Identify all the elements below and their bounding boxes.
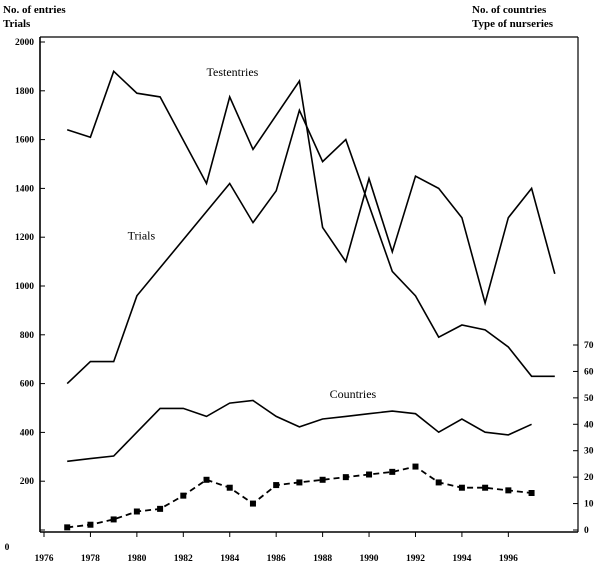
left-tick-label: 1600: [15, 136, 34, 146]
data-point-nurseries: [157, 505, 164, 512]
left-tick-label: 1200: [15, 233, 34, 243]
right-tick-label: 10: [584, 500, 594, 510]
left-tick-label: 400: [20, 428, 35, 438]
x-tick-label: 1980: [127, 554, 146, 564]
data-point-nurseries: [64, 524, 71, 531]
series-label-countries: Countries: [330, 387, 377, 401]
data-point-nurseries: [505, 487, 512, 494]
data-point-nurseries: [203, 476, 210, 483]
x-tick-label: 1984: [220, 554, 239, 564]
right-tick-label: 20: [584, 473, 594, 483]
data-point-nurseries: [180, 492, 187, 499]
series-line-trials: [66, 107, 555, 385]
x-tick-label: 1992: [406, 554, 425, 564]
data-point-nurseries: [249, 500, 256, 507]
series-line-nurseries: [67, 465, 532, 529]
left-tick-label: 0: [5, 543, 10, 553]
data-point-nurseries: [319, 476, 326, 483]
x-tick-label: 1996: [499, 554, 518, 564]
series-label-testentries: Testentries: [207, 65, 259, 79]
left-tick-label: 200: [20, 477, 35, 487]
data-point-nurseries: [342, 474, 349, 481]
series-line-testentries: [66, 69, 556, 307]
right-tick-label: 40: [584, 420, 594, 430]
data-point-nurseries: [412, 463, 419, 470]
data-point-nurseries: [482, 484, 489, 491]
left-tick-label: 1000: [15, 282, 34, 292]
data-point-nurseries: [110, 516, 117, 523]
left-tick-label: 800: [20, 331, 35, 341]
x-tick-label: 1988: [313, 554, 332, 564]
right-axis-title-line-2: Type of nurseries: [472, 18, 554, 30]
right-axis-title-line-1: No. of countries: [472, 4, 547, 16]
data-point-nurseries: [366, 471, 373, 478]
data-point-nurseries: [296, 479, 303, 486]
data-point-nurseries: [273, 482, 280, 489]
left-tick-label: 1400: [15, 184, 34, 194]
data-point-nurseries: [458, 484, 465, 491]
left-tick-label: 1800: [15, 87, 34, 97]
data-point-nurseries: [389, 468, 396, 475]
series-label-trials: Trials: [128, 229, 156, 243]
right-tick-label: 70: [584, 341, 594, 351]
right-tick-label: 50: [584, 394, 594, 404]
data-point-nurseries: [435, 479, 442, 486]
x-tick-label: 1986: [267, 554, 286, 564]
x-tick-label: 1994: [452, 554, 471, 564]
right-tick-label: 0: [584, 526, 589, 536]
x-tick-label: 1990: [360, 554, 379, 564]
series-line-countries: [67, 399, 532, 463]
right-tick-label: 30: [584, 447, 594, 457]
data-point-nurseries: [87, 521, 94, 528]
left-tick-label: 2000: [15, 38, 34, 48]
data-point-nurseries: [226, 484, 233, 491]
left-axis-title-line-2: Trials: [3, 18, 31, 30]
right-tick-label: 60: [584, 367, 594, 377]
left-tick-label: 600: [20, 380, 35, 390]
left-axis-title-line-1: No. of entries: [3, 4, 66, 16]
x-tick-label: 1982: [174, 554, 193, 564]
data-point-nurseries: [133, 508, 140, 515]
x-tick-label: 1978: [81, 554, 100, 564]
data-point-nurseries: [528, 490, 535, 496]
x-tick-label: 1976: [35, 554, 54, 564]
